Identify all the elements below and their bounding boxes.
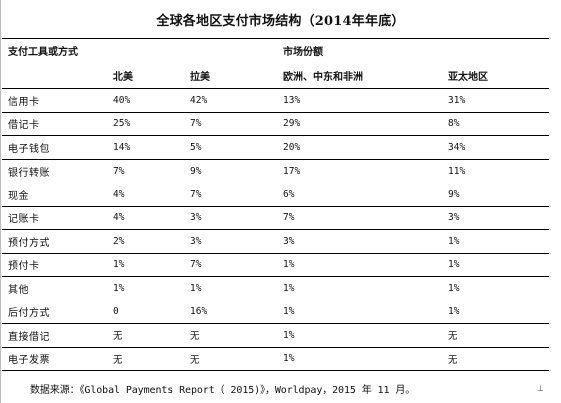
emea-share: 29%	[283, 118, 301, 130]
asia-pacific-share: 1%	[448, 259, 460, 271]
payment-method-name: 预付方式	[8, 237, 50, 249]
north-america-share: 0	[113, 306, 119, 317]
asia-pacific-share: 9%	[448, 188, 460, 200]
payment-method-name: 直接借记	[8, 331, 50, 343]
asia-pacific-share: 31%	[448, 94, 466, 106]
region-header-emea: 欧洲、中东和非洲	[283, 71, 363, 83]
header-spacer-1	[107, 39, 184, 63]
asia-pacific-share: 无	[448, 354, 458, 366]
table-row: 记账卡 4% 3% 7% 3%	[2, 206, 549, 230]
latin-america-share: 16%	[190, 306, 208, 317]
payment-method-name: 信用卡	[8, 96, 40, 108]
page-left-edge	[0, 0, 1, 403]
asia-pacific-share: 11%	[448, 165, 466, 177]
payment-method-name: 银行转账	[8, 167, 50, 179]
source-note: 数据来源：《Global Payments Report（ 2015)》，Wor…	[30, 385, 416, 396]
table-row: 电子发票 无 无 1% 无	[2, 347, 549, 371]
emea-share: 20%	[283, 141, 301, 153]
header-spacer-3	[442, 39, 549, 63]
table-row: 直接借记 无 无 1% 无	[2, 324, 549, 347]
north-america-share: 4%	[113, 212, 125, 224]
latin-america-share: 无	[190, 354, 200, 366]
payment-method-name: 借记卡	[8, 120, 40, 132]
payment-method-name: 电子发票	[8, 355, 50, 367]
table-body: 信用卡 40% 42% 13% 31% 借记卡 25% 7% 29% 8% 电子…	[2, 89, 549, 371]
asia-pacific-share: 8%	[448, 118, 460, 130]
emea-share: 6%	[283, 188, 295, 200]
payment-method-name: 其他	[8, 285, 29, 296]
north-america-share: 4%	[113, 188, 125, 200]
table-row: 预付方式 2% 3% 3% 1%	[2, 230, 549, 253]
latin-america-share: 3%	[190, 212, 202, 224]
latin-america-share: 7%	[190, 118, 202, 130]
table-row: 现金 4% 7% 6% 9%	[2, 183, 549, 206]
payment-method-name: 记账卡	[8, 214, 40, 226]
region-header-asia-pacific: 亚太地区	[448, 71, 488, 83]
table-header-row-1: 支付工具或方式 市场份额	[2, 38, 549, 63]
table-row: 电子钱包 14% 5% 20% 34%	[2, 136, 549, 159]
emea-share: 1%	[283, 353, 295, 365]
asia-pacific-share: 1%	[448, 306, 460, 317]
emea-share: 1%	[283, 283, 295, 294]
asia-pacific-share: 3%	[448, 212, 460, 224]
north-america-share: 7%	[113, 165, 125, 177]
latin-america-share: 42%	[190, 94, 208, 106]
latin-america-share: 9%	[190, 165, 202, 177]
latin-america-share: 3%	[190, 235, 202, 247]
tool-column-header: 支付工具或方式	[8, 47, 78, 59]
north-america-share: 14%	[113, 141, 131, 153]
north-america-share: 1%	[113, 259, 125, 271]
emea-share: 13%	[283, 94, 301, 106]
payment-method-name: 电子钱包	[8, 143, 50, 155]
payment-method-name: 后付方式	[8, 308, 50, 319]
north-america-share: 无	[113, 354, 123, 366]
asia-pacific-share: 1%	[448, 235, 460, 247]
emea-share: 7%	[283, 212, 295, 224]
latin-america-share: 7%	[190, 259, 202, 271]
north-america-share: 无	[113, 331, 123, 343]
payment-method-name: 现金	[8, 190, 29, 202]
region-header-north-america: 北美	[113, 71, 133, 83]
asia-pacific-share: 无	[448, 331, 458, 343]
payment-market-table: 支付工具或方式 市场份额 北美 拉美 欧洲、中东和非洲 亚太地区 信用卡 40%…	[2, 38, 549, 371]
header-spacer-2	[184, 39, 277, 63]
latin-america-share: 5%	[190, 141, 202, 153]
emea-share: 1%	[283, 259, 295, 271]
table-row: 借记卡 25% 7% 29% 8%	[2, 112, 549, 136]
header-blank-cell	[2, 63, 107, 89]
emea-share: 3%	[283, 235, 295, 247]
table-row: 信用卡 40% 42% 13% 31%	[2, 89, 549, 112]
region-header-latin-america: 拉美	[190, 71, 210, 83]
north-america-share: 25%	[113, 118, 131, 130]
corner-mark: ⊥	[537, 384, 544, 393]
latin-america-share: 7%	[190, 188, 202, 200]
north-america-share: 2%	[113, 235, 125, 247]
table-row: 银行转账 7% 9% 17% 11%	[2, 159, 549, 183]
asia-pacific-share: 1%	[448, 283, 460, 294]
table-header-row-2: 北美 拉美 欧洲、中东和非洲 亚太地区	[2, 63, 549, 89]
latin-america-share: 无	[190, 331, 200, 343]
emea-share: 17%	[283, 165, 301, 177]
asia-pacific-share: 34%	[448, 141, 466, 153]
table-row: 其他 1% 1% 1% 1%	[2, 277, 549, 301]
payment-method-name: 预付卡	[8, 261, 40, 273]
table-row: 后付方式 0 16% 1% 1%	[2, 300, 549, 324]
north-america-share: 40%	[113, 94, 131, 106]
emea-share: 1%	[283, 329, 295, 341]
table-row: 预付卡 1% 7% 1% 1%	[2, 253, 549, 277]
market-share-header: 市场份额	[283, 47, 323, 59]
emea-share: 1%	[283, 306, 295, 317]
latin-america-share: 1%	[190, 283, 202, 294]
north-america-share: 1%	[113, 283, 125, 294]
table-title: 全球各地区支付市场结构（2014年年底）	[156, 14, 405, 29]
